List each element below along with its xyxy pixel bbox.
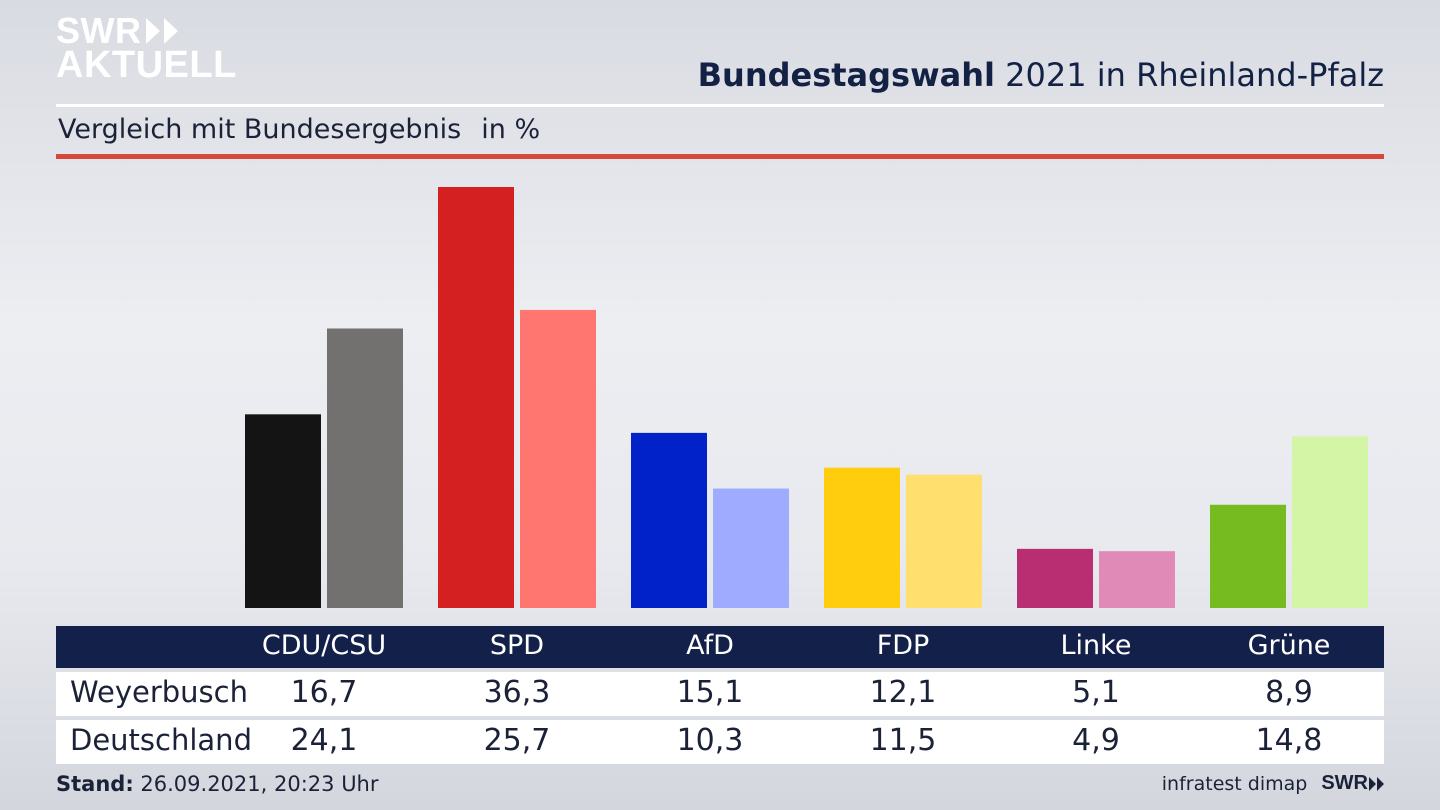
page-title: Bundestagswahl 2021 in Rheinland-Pfalz	[698, 56, 1384, 94]
bar-cdu-csu-weyerbusch	[245, 414, 321, 608]
source-label: infratest dimap	[1161, 772, 1308, 795]
chevron-right-icon	[1377, 776, 1384, 791]
column-header: Grüne	[1247, 630, 1331, 661]
logo-swr-text: SWR	[56, 10, 142, 51]
column-header: AfD	[686, 630, 734, 661]
results-table: CDU/CSU SPD AfD FDP Linke Grüne Weyerbusch 16…	[56, 626, 1384, 764]
title-rest: 2021 in Rheinland-Pfalz	[1005, 56, 1384, 94]
column-header: CDU/CSU	[261, 630, 387, 661]
subtitle-divider	[56, 154, 1384, 159]
value-cell: 16,7	[290, 675, 358, 710]
bar-spd-weyerbusch	[438, 187, 514, 608]
bar-grüne-weyerbusch	[1210, 504, 1286, 608]
value-cell: 14,8	[1255, 723, 1323, 758]
value-cell: 4,9	[1072, 723, 1120, 758]
stand-label: Stand:	[56, 772, 134, 796]
chevron-right-icon	[163, 18, 178, 44]
value-cell: 24,1	[290, 723, 358, 758]
logo-aktuell-text: AKTUELL	[56, 44, 237, 86]
footer-credits: infratest dimap SWR	[1162, 772, 1384, 795]
chart-subtitle: Vergleich mit Bundesergebnis in %	[58, 114, 540, 145]
value-cell: 25,7	[483, 723, 551, 758]
bar-cdu-csu-deutschland	[327, 328, 403, 608]
bar-spd-deutschland	[520, 309, 596, 608]
table-row: Weyerbusch 16,7 36,3 15,1 12,1 5,1 8,9	[56, 672, 1384, 716]
bar-linke-weyerbusch	[1017, 548, 1093, 608]
bar-fdp-weyerbusch	[824, 467, 900, 608]
title-bold: Bundestagswahl	[697, 56, 995, 94]
timestamp: Stand: 26.09.2021, 20:23 Uhr	[56, 772, 379, 796]
swr-footer-logo: SWR	[1321, 772, 1384, 795]
bar-linke-deutschland	[1099, 551, 1175, 608]
swr-aktuell-logo: SWR AKTUELL	[56, 10, 237, 86]
bar-afd-deutschland	[713, 488, 789, 608]
value-cell: 10,3	[676, 723, 744, 758]
subtitle-text: Vergleich mit Bundesergebnis	[58, 114, 462, 145]
bar-afd-weyerbusch	[631, 432, 707, 608]
value-cell: 11,5	[869, 723, 937, 758]
chevron-right-icon	[1369, 776, 1376, 791]
header-divider	[56, 104, 1384, 107]
table-row: Deutschland 24,1 25,7 10,3 11,5 4,9 14,8	[56, 720, 1384, 764]
column-header: SPD	[489, 630, 545, 661]
value-cell: 36,3	[483, 675, 551, 710]
value-cell: 15,1	[676, 675, 744, 710]
value-cell: 12,1	[869, 675, 937, 710]
table-header: CDU/CSU SPD AfD FDP Linke Grüne	[56, 626, 1384, 668]
stand-value: 26.09.2021, 20:23 Uhr	[140, 772, 379, 796]
column-header: FDP	[876, 630, 930, 661]
unit-label: in %	[481, 114, 541, 145]
bar-grüne-deutschland	[1292, 436, 1368, 608]
column-header: Linke	[1060, 630, 1132, 661]
row-label: Weyerbusch	[70, 675, 248, 709]
footer-logo-text: SWR	[1321, 772, 1368, 794]
chevron-right-icon	[145, 18, 160, 44]
value-cell: 5,1	[1072, 675, 1120, 710]
row-label: Deutschland	[70, 723, 252, 757]
bar-fdp-deutschland	[906, 474, 982, 608]
value-cell: 8,9	[1265, 675, 1313, 710]
